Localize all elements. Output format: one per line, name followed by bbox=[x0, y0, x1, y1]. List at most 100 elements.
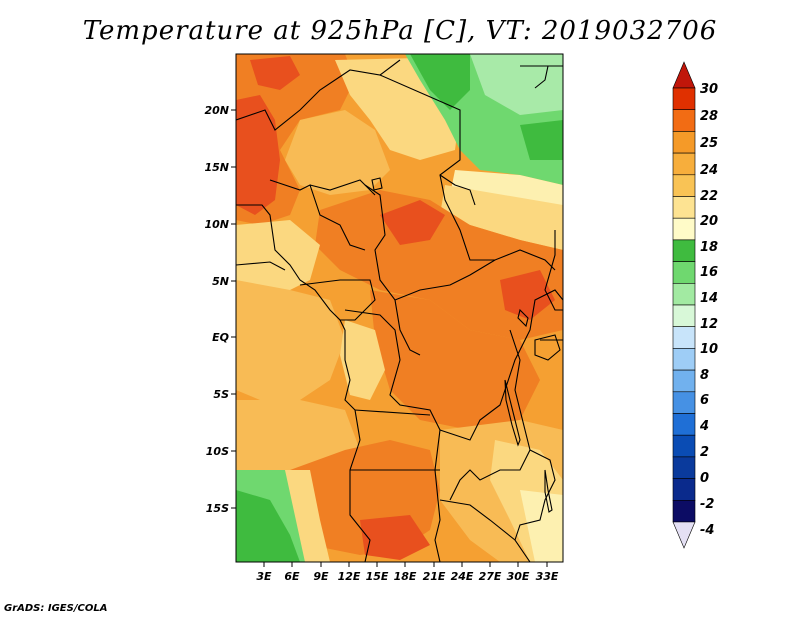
border-4 bbox=[379, 74, 556, 271]
field-north-lightorange bbox=[285, 110, 390, 195]
border-19 bbox=[439, 174, 476, 206]
lat-label: 5S bbox=[213, 388, 229, 401]
lon-axis: 3E 6E 9E 12E 15E 18E 21E 24E 27E 30E 33E bbox=[256, 562, 559, 583]
colorbar-label: 14 bbox=[700, 291, 718, 306]
colorbar-swatch bbox=[672, 478, 696, 501]
colorbar-label: 2 bbox=[700, 445, 709, 460]
colorbar-swatch bbox=[672, 326, 696, 349]
colorbar-swatch bbox=[672, 434, 696, 458]
border-5 bbox=[364, 184, 496, 301]
field-sw-darkgreen bbox=[236, 490, 300, 562]
field-nw-top-hot bbox=[250, 56, 300, 90]
lon-label: 15E bbox=[366, 570, 389, 583]
colorbar-label: 18 bbox=[700, 240, 718, 255]
colorbar-swatch bbox=[672, 413, 696, 436]
colorbar-bottom-arrow bbox=[672, 521, 696, 549]
border-2 bbox=[344, 330, 371, 562]
colorbar-top-arrow bbox=[672, 61, 696, 89]
field-west-lightorange bbox=[236, 280, 345, 400]
lat-label: EQ bbox=[212, 331, 229, 344]
colorbar-label: 22 bbox=[700, 189, 718, 204]
lon-label: 3E bbox=[256, 570, 272, 583]
colorbar-label: 28 bbox=[700, 109, 718, 124]
border-10 bbox=[354, 409, 431, 416]
border-1 bbox=[236, 204, 346, 331]
colorbar-swatch bbox=[672, 87, 696, 111]
lake-malawi bbox=[544, 469, 553, 513]
plot-frame bbox=[235, 53, 564, 563]
border-12 bbox=[449, 329, 531, 501]
colorbar-swatch bbox=[672, 304, 696, 328]
lon-label: 24E bbox=[451, 570, 474, 583]
lat-label: 10S bbox=[206, 445, 229, 458]
lon-label: 9E bbox=[313, 570, 329, 583]
temperature-field bbox=[236, 54, 563, 562]
lat-label: 5N bbox=[212, 275, 229, 288]
colorbar-labels: 30 28 25 24 22 20 18 16 14 12 10 8 6 4 2… bbox=[699, 82, 718, 538]
lat-label: 10N bbox=[204, 218, 229, 231]
lakes bbox=[371, 177, 561, 513]
colorbar-label: 25 bbox=[700, 136, 718, 151]
lake-tanganyika bbox=[504, 379, 521, 447]
colorbar-swatch bbox=[672, 261, 696, 284]
border-22 bbox=[236, 261, 286, 271]
border-7 bbox=[269, 179, 366, 251]
border-11 bbox=[439, 289, 563, 441]
colorbar-label: -4 bbox=[700, 523, 714, 538]
colorbar-label: 8 bbox=[700, 368, 709, 383]
grads-footer: GrADS: IGES/COLA bbox=[4, 603, 108, 614]
colorbar-label: -2 bbox=[700, 497, 714, 512]
border-16 bbox=[439, 499, 516, 541]
field-central-hotspot-2 bbox=[500, 270, 555, 320]
country-borders bbox=[236, 59, 563, 562]
border-6 bbox=[309, 179, 376, 196]
lon-label: 33E bbox=[536, 570, 559, 583]
chart-title: Temperature at 925hPa [C], VT: 201903270… bbox=[82, 16, 718, 46]
lat-label: 15N bbox=[204, 161, 229, 174]
lat-label: 15S bbox=[206, 502, 229, 515]
field-sw-yellow-edge bbox=[285, 470, 330, 562]
field-congo-warm bbox=[370, 290, 540, 430]
colorbar-swatch bbox=[672, 456, 696, 479]
lake-chad bbox=[371, 177, 383, 191]
border-3 bbox=[236, 59, 401, 131]
colorbar-label: 4 bbox=[699, 419, 709, 434]
colorbar-swatch bbox=[672, 196, 696, 219]
lon-label: 18E bbox=[394, 570, 417, 583]
colorbar-label: 30 bbox=[700, 82, 718, 97]
border-9 bbox=[344, 309, 441, 562]
colorbar-swatch bbox=[672, 217, 696, 241]
colorbar-swatch bbox=[672, 239, 696, 262]
lake-albert bbox=[517, 308, 529, 328]
field-se-paleyellow bbox=[520, 490, 563, 562]
colorbar-label: 16 bbox=[700, 265, 718, 280]
lat-label: 20N bbox=[204, 104, 229, 117]
border-15 bbox=[544, 230, 563, 311]
colorbar-swatch bbox=[672, 391, 696, 414]
colorbar bbox=[672, 61, 696, 549]
lon-label: 12E bbox=[338, 570, 361, 583]
field-central-hot bbox=[315, 190, 563, 340]
colorbar-swatch bbox=[672, 109, 696, 132]
colorbar-label: 6 bbox=[700, 393, 709, 408]
lon-label: 30E bbox=[507, 570, 530, 583]
border-13 bbox=[514, 449, 556, 562]
colorbar-swatch bbox=[672, 369, 696, 393]
field-south-hotspot bbox=[360, 515, 430, 560]
lon-label: 21E bbox=[423, 570, 446, 583]
border-21 bbox=[534, 65, 549, 89]
field-west-yellow bbox=[236, 220, 320, 295]
colorbar-swatch bbox=[672, 131, 696, 154]
field-central-hotspot bbox=[380, 200, 445, 245]
border-8 bbox=[299, 279, 376, 321]
lon-label: 6E bbox=[284, 570, 300, 583]
colorbar-swatch bbox=[672, 499, 696, 523]
lat-axis: 20N 15N 10N 5N EQ 5S 10S 15S bbox=[204, 104, 236, 515]
colorbar-swatch bbox=[672, 282, 696, 306]
field-ne-green-belt bbox=[520, 120, 563, 160]
field-nw-hot bbox=[236, 95, 280, 215]
colorbar-label: 0 bbox=[700, 471, 709, 486]
border-18 bbox=[394, 299, 421, 356]
field-south-lightorange bbox=[236, 400, 360, 470]
colorbar-swatch bbox=[672, 348, 696, 371]
